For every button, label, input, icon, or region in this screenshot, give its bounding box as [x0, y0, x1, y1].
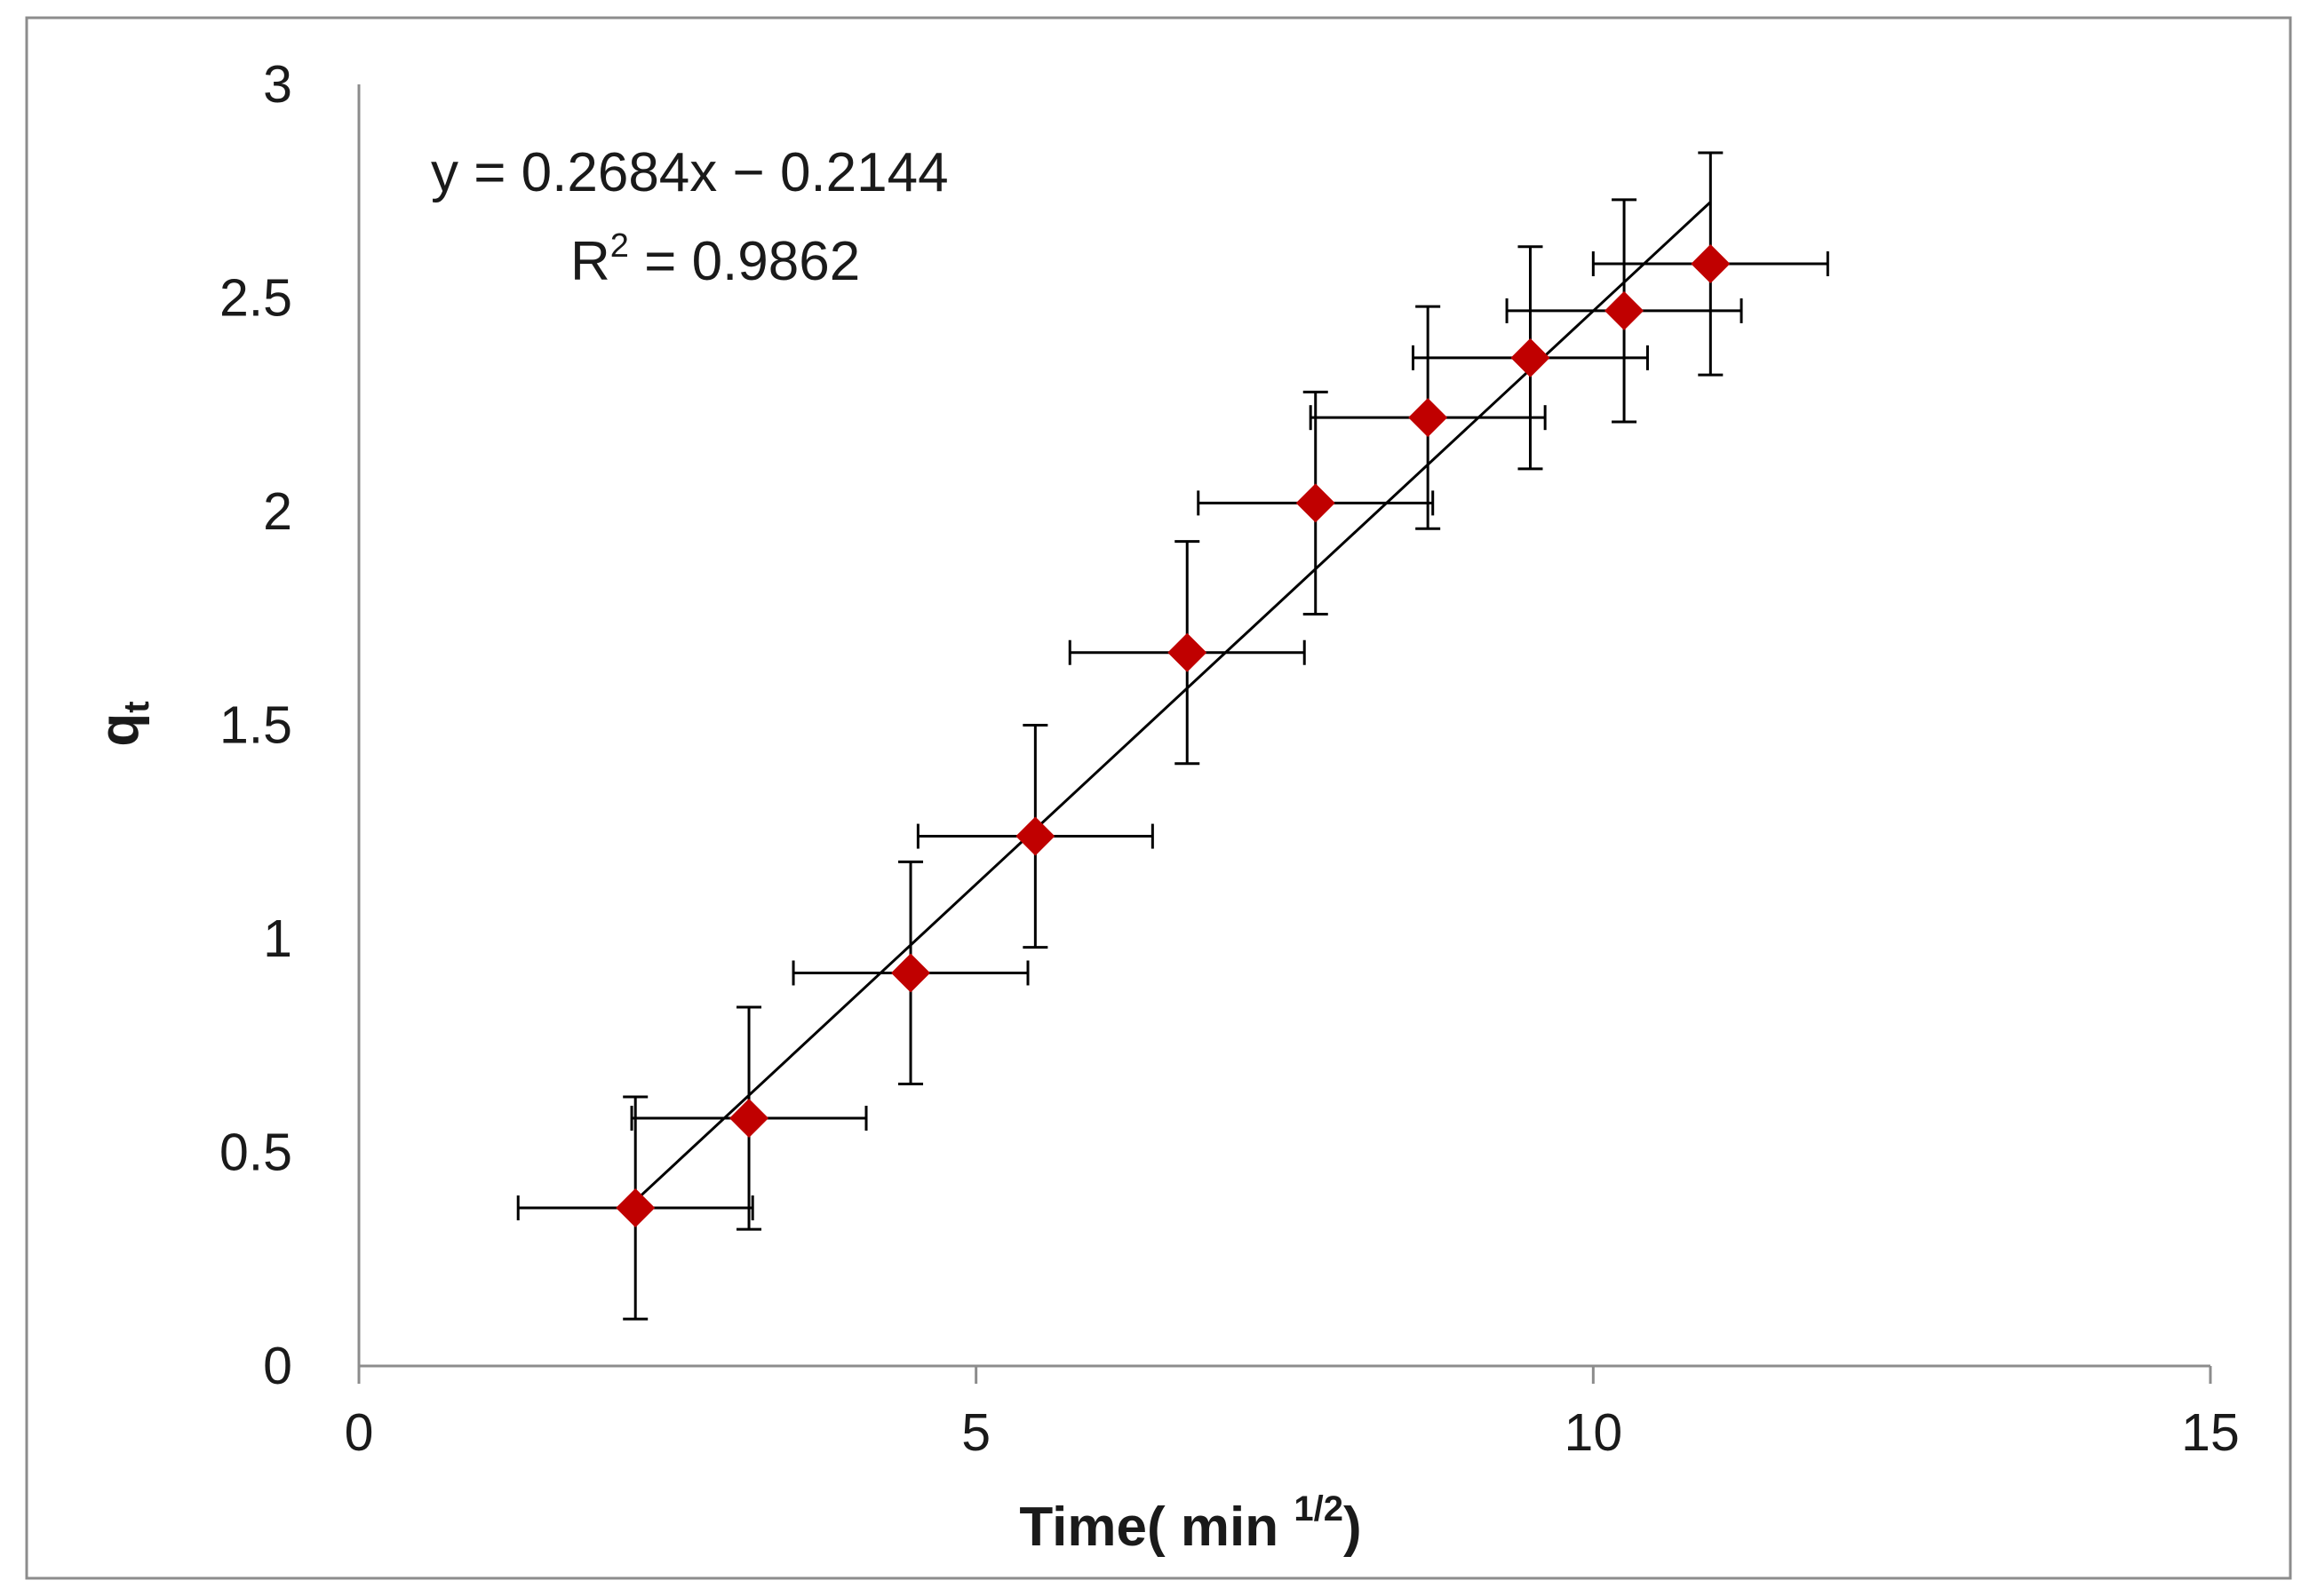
x-tick-label: 5: [961, 1403, 991, 1462]
y-tick-label: 0.5: [219, 1124, 292, 1182]
y-tick-label: 1: [263, 909, 292, 968]
data-point-diamond: [729, 1099, 769, 1139]
y-tick-label: 2: [263, 482, 292, 541]
y-tick-label: 2.5: [219, 269, 292, 328]
trendline-equation: y = 0.2684x − 0.2144: [431, 142, 949, 203]
r-squared-superscript: 2: [610, 227, 629, 265]
y-axis-title-main: q: [89, 713, 150, 747]
x-tick-label: 0: [345, 1403, 374, 1462]
x-axis-ticks: 0 5 10 15: [345, 1366, 2240, 1462]
data-point-diamond: [1167, 632, 1207, 672]
y-tick-label: 0: [263, 1337, 292, 1395]
x-tick-label: 15: [2181, 1403, 2240, 1462]
data-point-diamond: [1510, 337, 1550, 377]
r-squared-prefix: R: [570, 231, 610, 292]
data-point-diamond: [616, 1188, 656, 1228]
data-point-diamond: [1691, 244, 1731, 284]
x-axis-title: Time( min 1/2): [1019, 1489, 1361, 1558]
data-point-diamond: [1295, 483, 1335, 523]
r-squared-label: R2 = 0.9862: [570, 227, 860, 292]
data-markers: [616, 244, 1731, 1228]
y-tick-label: 1.5: [219, 696, 292, 755]
y-axis-title: qt: [89, 701, 156, 746]
r-squared-value: = 0.9862: [629, 231, 860, 292]
x-tick-label: 10: [1565, 1403, 1623, 1462]
y-tick-label: 3: [263, 55, 292, 114]
y-axis-ticks: 0 0.5 1 1.5 2 2.5 3: [219, 55, 292, 1395]
data-point-diamond: [1604, 290, 1644, 330]
error-bars: [516, 151, 1829, 1321]
x-axis-title-close: ): [1343, 1497, 1362, 1558]
data-point-diamond: [1015, 816, 1055, 856]
data-point-diamond: [891, 953, 931, 993]
y-axis-title-subscript: t: [117, 701, 156, 712]
x-axis-title-superscript: 1/2: [1294, 1489, 1343, 1529]
chart-border: [25, 16, 2292, 1580]
x-axis-title-main: Time( min: [1019, 1497, 1294, 1558]
data-point-diamond: [1408, 398, 1448, 438]
